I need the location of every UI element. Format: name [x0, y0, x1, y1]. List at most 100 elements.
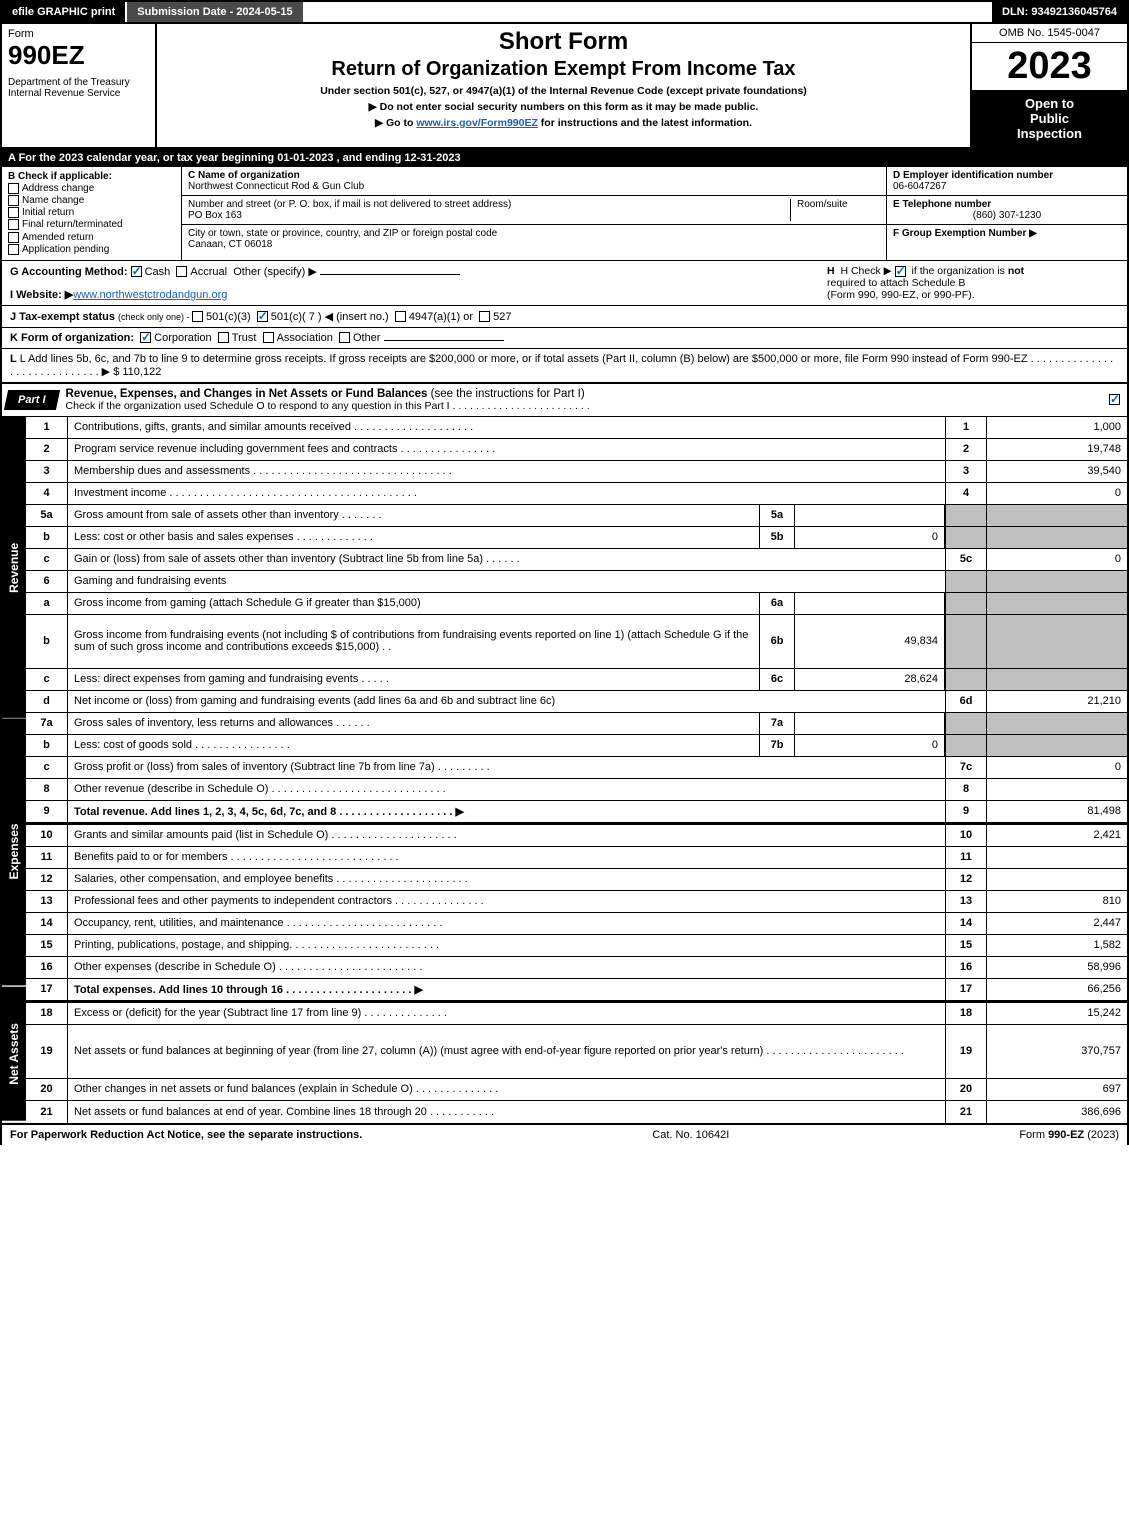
line-desc: Total expenses. Add lines 10 through 16 … [74, 983, 423, 996]
chk-501c[interactable] [257, 311, 268, 322]
mid-label: 7a [759, 713, 795, 734]
right-num: 16 [945, 957, 987, 978]
line-desc: Gross income from fundraising events (no… [74, 629, 753, 653]
right-value: 0 [987, 757, 1127, 778]
right-value: 21,210 [987, 691, 1127, 712]
website-link[interactable]: www.northwestctrodandgun.org [73, 289, 227, 301]
right-num: 15 [945, 935, 987, 956]
chk-final-return[interactable]: Final return/terminated [8, 219, 175, 230]
line-num: 18 [26, 1003, 68, 1024]
line-6d: d Net income or (loss) from gaming and fu… [26, 691, 1127, 713]
right-value: 386,696 [987, 1101, 1127, 1123]
right-value [987, 669, 1127, 690]
right-num: 5c [945, 549, 987, 570]
chk-accrual[interactable] [176, 266, 187, 277]
dln-number: DLN: 93492136045764 [992, 2, 1127, 22]
chk-527[interactable] [479, 311, 490, 322]
line-b: bLess: cost or other basis and sales exp… [26, 527, 1127, 549]
line-desc: Gross sales of inventory, less returns a… [74, 717, 370, 729]
line-desc: Gross income from gaming (attach Schedul… [74, 597, 421, 609]
right-value [987, 505, 1127, 526]
right-num [945, 669, 987, 690]
right-num: 8 [945, 779, 987, 800]
netassets-side-label: Net Assets [2, 987, 26, 1123]
chk-address-change[interactable]: Address change [8, 183, 175, 194]
right-value [987, 593, 1127, 614]
tax-year: 2023 [972, 43, 1127, 90]
mid-label: 6c [759, 669, 795, 690]
right-value: 1,000 [987, 417, 1127, 438]
line-b: bGross income from fundraising events (n… [26, 615, 1127, 669]
line-5a: 5aGross amount from sale of assets other… [26, 505, 1127, 527]
line-14: 14Occupancy, rent, utilities, and mainte… [26, 913, 1127, 935]
return-title: Return of Organization Exempt From Incom… [165, 58, 962, 81]
right-num: 12 [945, 869, 987, 890]
line-num: 20 [26, 1079, 68, 1100]
paperwork-notice: For Paperwork Reduction Act Notice, see … [10, 1129, 362, 1141]
line-20: 20Other changes in net assets or fund ba… [26, 1079, 1127, 1101]
right-value: 19,748 [987, 439, 1127, 460]
line-desc: Net assets or fund balances at end of ye… [74, 1106, 494, 1118]
mid-value [795, 713, 945, 734]
form-number: 990EZ [8, 40, 149, 71]
line-num: 13 [26, 891, 68, 912]
right-num [945, 735, 987, 756]
line-desc: Less: cost of goods sold . . . . . . . .… [74, 739, 290, 751]
line-num: 9 [26, 801, 68, 822]
short-form-title: Short Form [165, 28, 962, 56]
chk-corporation[interactable] [140, 332, 151, 343]
line-9: 9Total revenue. Add lines 1, 2, 3, 4, 5c… [26, 801, 1127, 823]
right-value: 15,242 [987, 1003, 1127, 1024]
chk-association[interactable] [263, 332, 274, 343]
right-num: 20 [945, 1079, 987, 1100]
chk-cash[interactable] [131, 266, 142, 277]
line-18: 18Excess or (deficit) for the year (Subt… [26, 1003, 1127, 1025]
ssn-warning: ▶ Do not enter social security numbers o… [165, 101, 962, 113]
row-a-tax-year: A For the 2023 calendar year, or tax yea… [0, 149, 1129, 167]
chk-application-pending[interactable]: Application pending [8, 244, 175, 255]
line-num: 1 [26, 417, 68, 438]
chk-amended-return[interactable]: Amended return [8, 232, 175, 243]
mid-label: 7b [759, 735, 795, 756]
top-bar: efile GRAPHIC print Submission Date - 20… [0, 0, 1129, 24]
line-4: 4Investment income . . . . . . . . . . .… [26, 483, 1127, 505]
line-num: 16 [26, 957, 68, 978]
revenue-side-label: Revenue [2, 417, 26, 718]
right-num: 9 [945, 801, 987, 822]
cat-no: Cat. No. 10642I [652, 1129, 729, 1141]
line-desc: Net assets or fund balances at beginning… [74, 1045, 904, 1057]
line-desc: Gross profit or (loss) from sales of inv… [74, 761, 490, 773]
right-num [945, 527, 987, 548]
chk-schedule-o-part1[interactable] [1109, 394, 1120, 405]
chk-other[interactable] [339, 332, 350, 343]
under-section-note: Under section 501(c), 527, or 4947(a)(1)… [165, 85, 962, 97]
right-num [945, 505, 987, 526]
line-21: 21Net assets or fund balances at end of … [26, 1101, 1127, 1123]
efile-print-button[interactable]: efile GRAPHIC print [2, 2, 127, 22]
irs-link[interactable]: www.irs.gov/Form990EZ [416, 117, 538, 129]
line-desc: Net income or (loss) from gaming and fun… [74, 695, 555, 707]
line-7a: 7a Gross sales of inventory, less returns… [26, 713, 1127, 735]
accounting-method: G Accounting Method: Cash Accrual Other … [10, 265, 819, 278]
right-num: 19 [945, 1025, 987, 1078]
chk-trust[interactable] [218, 332, 229, 343]
mid-value [795, 593, 945, 614]
line-num: c [26, 669, 68, 690]
right-value [987, 735, 1127, 756]
line-desc: Benefits paid to or for members . . . . … [74, 851, 399, 863]
line-desc: Contributions, gifts, grants, and simila… [74, 421, 473, 433]
right-value: 370,757 [987, 1025, 1127, 1078]
chk-501c3[interactable] [192, 311, 203, 322]
expenses-side-label: Expenses [2, 718, 26, 987]
chk-schedule-b[interactable] [895, 266, 906, 277]
form-ref: Form 990-EZ (2023) [1019, 1129, 1119, 1141]
line-num: b [26, 615, 68, 668]
line-desc: Gaming and fundraising events [74, 575, 226, 587]
right-value [987, 527, 1127, 548]
chk-4947[interactable] [395, 311, 406, 322]
chk-initial-return[interactable]: Initial return [8, 207, 175, 218]
line-num: d [26, 691, 68, 712]
line-5c: cGain or (loss) from sale of assets othe… [26, 549, 1127, 571]
chk-name-change[interactable]: Name change [8, 195, 175, 206]
line-c: cLess: direct expenses from gaming and f… [26, 669, 1127, 691]
